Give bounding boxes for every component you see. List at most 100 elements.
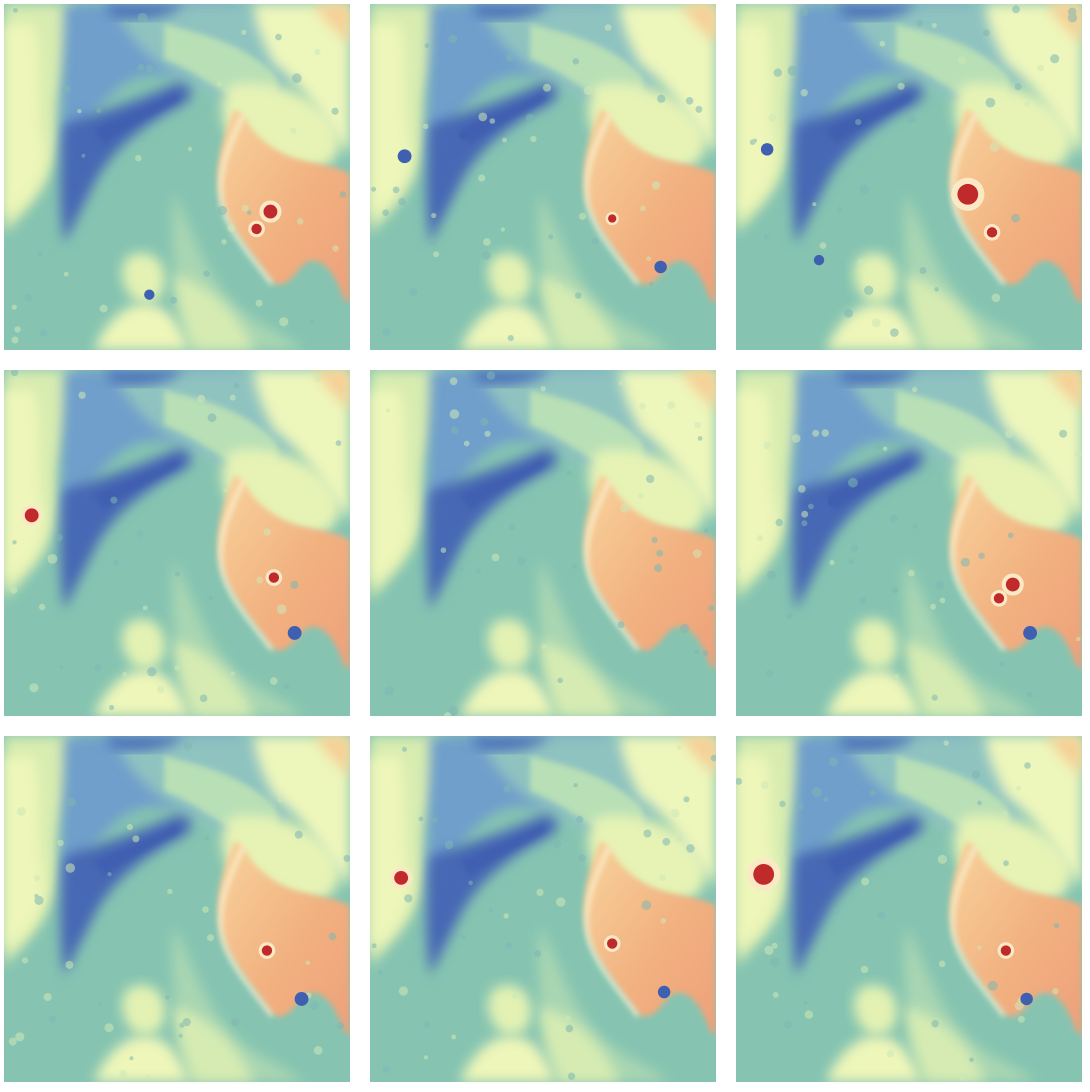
texture-dot [38, 603, 46, 611]
cold-spot [654, 260, 667, 274]
texture-dot [423, 123, 429, 129]
texture-dot [811, 787, 822, 798]
texture-dot [591, 237, 599, 245]
texture-dot [660, 918, 667, 924]
texture-dot [1074, 450, 1082, 459]
texture-dot [247, 210, 252, 215]
texture-dot [12, 540, 17, 545]
texture-dot [977, 945, 982, 950]
texture-dot [182, 1018, 191, 1027]
ssh-field-panel-4 [4, 370, 350, 716]
texture-dot [775, 518, 783, 527]
texture-dot [147, 667, 157, 677]
texture-dot [860, 965, 869, 974]
texture-dot [934, 287, 939, 292]
texture-dot [697, 436, 703, 441]
texture-dot [24, 293, 33, 302]
texture-dot [676, 745, 682, 750]
texture-dot [486, 371, 496, 380]
ssh-field-panel-6 [736, 370, 1082, 716]
texture-dot [863, 78, 870, 85]
texture-dot [230, 671, 235, 676]
texture-dot [823, 796, 829, 802]
texture-dot [14, 326, 21, 333]
texture-dot [478, 174, 486, 182]
hot-spot [24, 508, 39, 523]
texture-dot [448, 34, 458, 44]
texture-dot [294, 830, 303, 839]
texture-dot [773, 68, 782, 77]
texture-dot [77, 109, 82, 114]
hot-spot [957, 183, 979, 205]
texture-dot [809, 954, 815, 959]
texture-dot [801, 520, 808, 527]
texture-dot [505, 54, 514, 62]
texture-dot [574, 292, 582, 299]
texture-dot [62, 84, 71, 94]
texture-dot [579, 212, 587, 220]
texture-dot [63, 271, 69, 277]
texture-dot [174, 665, 180, 671]
cold-spot [760, 143, 774, 156]
texture-dot [384, 686, 394, 696]
texture-dot [791, 434, 801, 443]
texture-dot [564, 1015, 571, 1022]
texture-dot [328, 932, 337, 941]
texture-dot [897, 82, 905, 90]
texture-dot [864, 285, 874, 295]
texture-dot [566, 470, 572, 476]
texture-dot [649, 282, 654, 286]
texture-dot [912, 386, 918, 393]
texture-dot [844, 308, 854, 318]
texture-dot [382, 327, 391, 336]
texture-dot [431, 212, 437, 219]
texture-dot [685, 97, 694, 105]
texture-dot [985, 97, 996, 108]
texture-dot [291, 73, 302, 84]
texture-dot [651, 181, 661, 190]
texture-dot [140, 136, 146, 142]
texture-dot [104, 1023, 114, 1033]
texture-dot [67, 797, 76, 807]
texture-dot [1053, 922, 1060, 929]
texture-dot [912, 524, 918, 530]
cold-spot [1020, 992, 1033, 1006]
texture-dot [659, 874, 666, 881]
texture-dot [916, 19, 924, 27]
texture-dot [828, 757, 838, 767]
texture-dot [753, 138, 757, 143]
cold-spot [1023, 626, 1038, 640]
texture-dot [1026, 691, 1033, 698]
texture-dot [763, 441, 772, 450]
texture-dot [444, 712, 452, 716]
texture-dot [771, 942, 778, 949]
texture-dot [848, 477, 858, 488]
texture-dot [207, 413, 217, 423]
ssh-field-panel-9 [736, 736, 1082, 1082]
texture-dot [432, 817, 438, 823]
texture-dot [241, 29, 247, 35]
texture-dot [309, 1001, 319, 1011]
texture-dot [305, 960, 310, 965]
ssh-field-panel-5 [370, 370, 716, 716]
texture-dot [557, 677, 563, 684]
texture-dot [573, 783, 578, 788]
texture-dot [906, 114, 917, 124]
texture-dot [991, 293, 1001, 303]
texture-dot [217, 205, 227, 216]
texture-dot [221, 239, 227, 245]
texture-dot [488, 908, 494, 913]
texture-dot [197, 394, 206, 403]
texture-dot [567, 1072, 576, 1080]
texture-dot [483, 238, 491, 246]
texture-dot [382, 1065, 390, 1073]
texture-dot [908, 569, 915, 577]
texture-dot [208, 596, 213, 601]
texture-dot [670, 808, 680, 818]
texture-dot [890, 328, 899, 337]
hot-spot [1000, 945, 1012, 956]
texture-dot [850, 544, 859, 552]
field-image [736, 736, 1082, 1082]
texture-dot [283, 683, 290, 690]
field-image [370, 4, 716, 350]
